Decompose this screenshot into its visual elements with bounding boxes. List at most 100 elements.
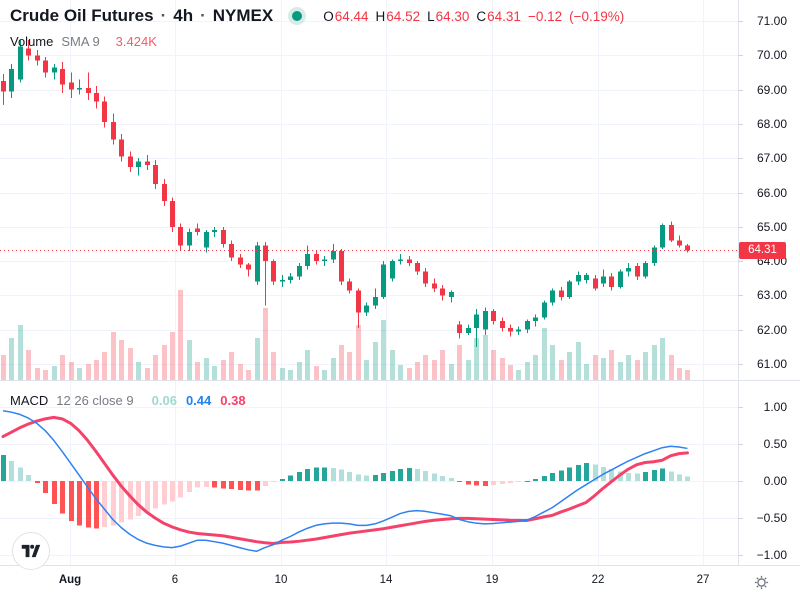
volume-bar [102, 352, 107, 380]
candle-body [669, 225, 674, 241]
symbol-title[interactable]: Crude Oil Futures [10, 6, 154, 25]
volume-bar [339, 345, 344, 380]
volume-bar [238, 364, 243, 380]
price-axis[interactable]: 71.00 70.00 69.00 68.00 67.00 66.00 65.00 64.00… [738, 0, 800, 565]
candle-body [423, 271, 428, 284]
candle-body [204, 231, 209, 248]
volume-bar [652, 345, 657, 380]
macd-histogram-bar [559, 470, 564, 481]
settings-gear-icon[interactable] [750, 571, 772, 593]
volume-bar [255, 338, 260, 380]
candle-body [643, 262, 648, 277]
candle-body [94, 93, 99, 102]
candle-body [618, 271, 623, 287]
price-axis-label: 70.00 [756, 48, 787, 63]
macd-histogram-bar [170, 481, 175, 502]
candle-body [145, 161, 150, 166]
volume-bar [347, 352, 352, 380]
macd-histogram-bar [652, 469, 657, 481]
macd-histogram-bar [398, 468, 403, 481]
volume-bar [390, 350, 395, 380]
market-status-icon[interactable] [288, 7, 307, 25]
macd-histogram-bar [415, 468, 420, 481]
time-axis[interactable]: Aug 6 10 14 19 22 27 [0, 565, 800, 600]
candle-body [432, 283, 437, 289]
tradingview-logo[interactable] [12, 532, 50, 570]
macd-histogram-bar [609, 469, 614, 481]
macd-legend-title[interactable]: MACD [10, 393, 49, 408]
volume-bar [533, 355, 538, 380]
candle-body [26, 48, 31, 56]
gear-glyph [754, 575, 768, 589]
candle-body [381, 264, 386, 298]
macd-histogram-bar [373, 475, 378, 481]
macd-histogram-bar [1, 455, 6, 481]
candle-body [77, 87, 82, 90]
volume-bar [449, 364, 454, 380]
volume-bar [246, 370, 251, 380]
volume-bar [35, 368, 40, 380]
macd-histogram-bar [685, 476, 690, 481]
candle-body [508, 327, 513, 332]
candle-body [170, 201, 175, 227]
candle-body [297, 266, 302, 277]
candle-body [483, 310, 488, 330]
macd-legend: MACD 12 26 close 9 0.06 0.44 0.38 [10, 393, 246, 408]
candle-body [136, 161, 141, 167]
price-axis-label: 68.00 [756, 116, 787, 131]
volume-bar [86, 364, 91, 380]
candle-body [9, 69, 14, 92]
macd-histogram-bar [381, 473, 386, 481]
macd-histogram-bar [347, 471, 352, 481]
candle-body [195, 228, 200, 232]
volume-bar [288, 370, 293, 380]
candle-body [331, 250, 336, 260]
macd-histogram-bar [500, 481, 505, 484]
volume-bar [119, 340, 124, 380]
macd-histogram-bar [204, 481, 209, 487]
macd-histogram-bar [43, 481, 48, 493]
volume-bar [525, 362, 530, 380]
time-axis-label: 14 [379, 574, 393, 586]
volume-bar [271, 352, 276, 380]
candle-body [162, 183, 167, 202]
candle-body [229, 243, 234, 258]
volume-bar [212, 366, 217, 380]
candle-body [609, 276, 614, 287]
time-axis-label: 27 [696, 574, 710, 586]
volume-bar [567, 352, 572, 380]
candle-body [1, 81, 6, 92]
macd-histogram-bar [111, 481, 116, 526]
candle-body [491, 310, 496, 322]
macd-histogram-bar [474, 481, 479, 486]
interval-label[interactable]: 4h [173, 6, 194, 25]
macd-histogram-bar [466, 481, 471, 485]
tradingview-logo-glyph [21, 544, 41, 558]
volume-bar [364, 360, 369, 380]
candle-body [525, 321, 530, 330]
volume-bar [423, 355, 428, 380]
time-axis-label: 10 [274, 574, 288, 586]
macd-line-value: 0.44 [185, 393, 212, 408]
volume-legend-title[interactable]: Volume [10, 34, 54, 49]
candle-body [339, 250, 344, 282]
macd-hist-value: 0.06 [151, 393, 177, 408]
volume-bar [229, 352, 234, 380]
candle-body [128, 156, 133, 167]
macd-histogram-bar [255, 481, 260, 491]
volume-bar [398, 365, 403, 380]
volume-bar [322, 370, 327, 380]
candle-body [52, 67, 57, 73]
macd-histogram-bar [364, 475, 369, 481]
candle-body [255, 245, 260, 282]
candle-body [584, 274, 589, 280]
volume-bar [280, 368, 285, 380]
macd-histogram-bar [288, 475, 293, 481]
volume-bar [593, 355, 598, 380]
change-percent: (−0.19%) [569, 8, 625, 24]
volume-bar [60, 355, 65, 380]
candle-body [119, 139, 124, 157]
volume-bar [26, 350, 31, 380]
candle-body [178, 226, 183, 246]
